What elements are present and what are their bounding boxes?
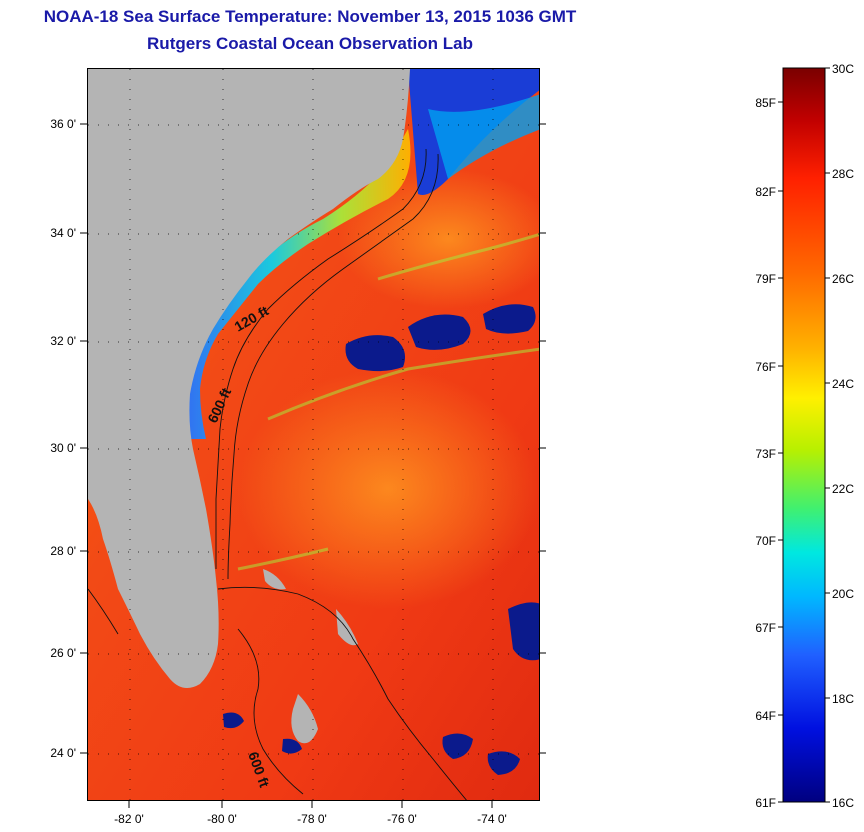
colorbar-fahrenheit-label: 82F: [755, 185, 776, 199]
colorbar-celsius-label: 28C: [832, 167, 854, 181]
colorbar-celsius-label: 22C: [832, 482, 854, 496]
bathymetry-contours: [88, 148, 467, 800]
colorbar-celsius-label: 26C: [832, 272, 854, 286]
lat-tick-label: 36 0': [50, 117, 76, 131]
axis-ticks: [80, 123, 546, 808]
colorbar-gradient: [782, 67, 826, 803]
lon-tick-label: -74 0': [477, 812, 507, 826]
colorbar-fahrenheit-label: 76F: [755, 360, 776, 374]
cool-filaments: [237, 233, 539, 571]
colorbar-fahrenheit-label: 79F: [755, 272, 776, 286]
sst-map-canvas: 120 ft 600 ft 600 ft: [88, 69, 539, 800]
warm-patch-north: [338, 169, 539, 309]
lat-tick-label: 24 0': [50, 746, 76, 760]
lon-tick-label: -78 0': [297, 812, 327, 826]
bahamas-island: [336, 609, 358, 646]
lat-tick-label: 26 0': [50, 646, 76, 660]
colorbar-celsius-label: 30C: [832, 62, 854, 76]
colorbar-celsius-label: 20C: [832, 587, 854, 601]
colorbar: 30C 28C 26C 24C 22C 20C 18C 16C 85F 82F …: [755, 62, 854, 810]
map-subtitle: Rutgers Coastal Ocean Observation Lab: [147, 34, 473, 53]
lat-tick-label: 32 0': [50, 334, 76, 348]
lon-tick-label: -82 0': [114, 812, 144, 826]
colorbar-fahrenheit-label: 73F: [755, 447, 776, 461]
colorbar-celsius-label: 16C: [832, 796, 854, 810]
colorbar-fahrenheit-label: 64F: [755, 709, 776, 723]
bahamas-island: [291, 694, 318, 744]
graticule: [88, 69, 539, 800]
cool-water-band: [428, 94, 539, 179]
colorbar-fahrenheit-label: 70F: [755, 534, 776, 548]
bahamas-island: [263, 569, 286, 590]
lat-tick-label: 30 0': [50, 441, 76, 455]
colorbar-fahrenheit-label: 67F: [755, 621, 776, 635]
colorbar-fahrenheit-label: 85F: [755, 96, 776, 110]
colorbar-celsius-label: 18C: [832, 692, 854, 706]
map-title: NOAA-18 Sea Surface Temperature: Novembe…: [43, 7, 577, 26]
lat-tick-label: 28 0': [50, 544, 76, 558]
colorbar-fahrenheit-label: 61F: [755, 796, 776, 810]
lon-tick-label: -80 0': [207, 812, 237, 826]
sst-map: 120 ft 600 ft 600 ft: [87, 68, 540, 801]
lat-tick-label: 34 0': [50, 226, 76, 240]
colorbar-ticks: [778, 67, 830, 803]
land-mass: [88, 69, 410, 688]
cloud-masks: [223, 304, 539, 775]
colorbar-celsius-label: 24C: [832, 377, 854, 391]
coastal-cool-band: [180, 129, 411, 439]
lon-tick-label: -76 0': [387, 812, 417, 826]
